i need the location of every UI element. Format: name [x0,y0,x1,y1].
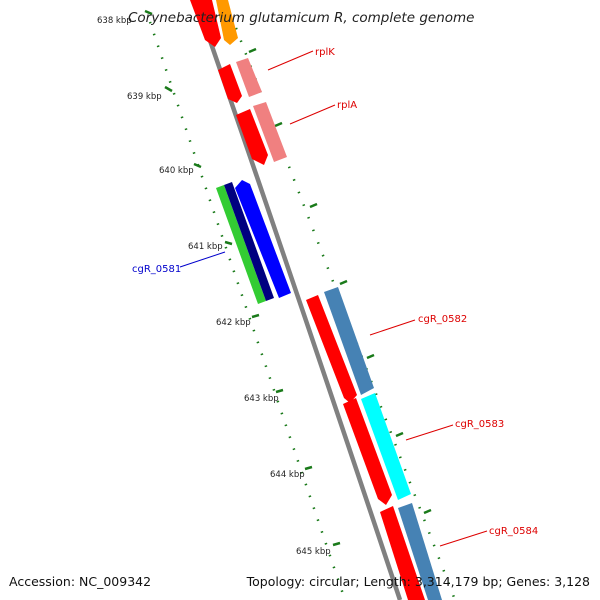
tick-labels: 638 kbp 639 kbp 640 kbp 641 kbp 642 kbp … [97,16,331,557]
gene-label-rplK[interactable]: rplK [315,47,335,58]
gene-label-cgR_0582[interactable]: cgR_0582 [418,314,467,325]
gene-cgR_0584-steel[interactable] [398,503,442,600]
gene-rplK-light[interactable] [236,58,262,97]
tick-label-639: 639 kbp [127,92,162,102]
gene-cgR_0583-red[interactable] [343,398,392,505]
gene-top-orange[interactable] [216,0,238,45]
genome-title: Corynebacterium glutamicum R, complete g… [128,10,475,26]
tick-label-641: 641 kbp [188,242,223,252]
label-leaders [179,50,488,547]
gene-cgR_0581-green[interactable] [216,185,266,304]
gene-rplA-red[interactable] [236,109,268,165]
gene-label-rplA[interactable]: rplA [337,100,357,111]
accession-text: Accession: NC_009342 [9,574,152,589]
gene-rplK-red[interactable] [218,64,242,103]
tick-label-638: 638 kbp [97,16,132,26]
tick-label-644: 644 kbp [270,470,305,480]
topology-text: Topology: circular; Length: 3,314,179 bp… [246,574,590,589]
gene-rplA-light[interactable] [253,102,287,162]
gene-top-red[interactable] [190,0,221,47]
gene-cgR_0582-steel[interactable] [324,287,374,395]
gene-cgR_0584-red[interactable] [380,506,425,600]
gene-blue-arrow[interactable] [235,180,291,298]
gene-labels: rplK rplA cgR_0581 cgR_0582 cgR_0583 cgR… [132,47,538,537]
gene-cgR_0583-cyan[interactable] [361,393,411,500]
tick-label-643: 643 kbp [244,394,279,404]
gene-cgR_0582-red[interactable] [306,295,357,403]
gene-label-cgR_0584[interactable]: cgR_0584 [489,526,538,537]
tick-label-645: 645 kbp [296,547,331,557]
gene-cgR_0581-navy[interactable] [224,182,274,301]
gene-label-cgR_0581[interactable]: cgR_0581 [132,264,181,275]
tick-label-640: 640 kbp [159,166,194,176]
tick-label-642: 642 kbp [216,318,251,328]
gene-label-cgR_0583[interactable]: cgR_0583 [455,419,504,430]
major-ticks [144,9,432,547]
